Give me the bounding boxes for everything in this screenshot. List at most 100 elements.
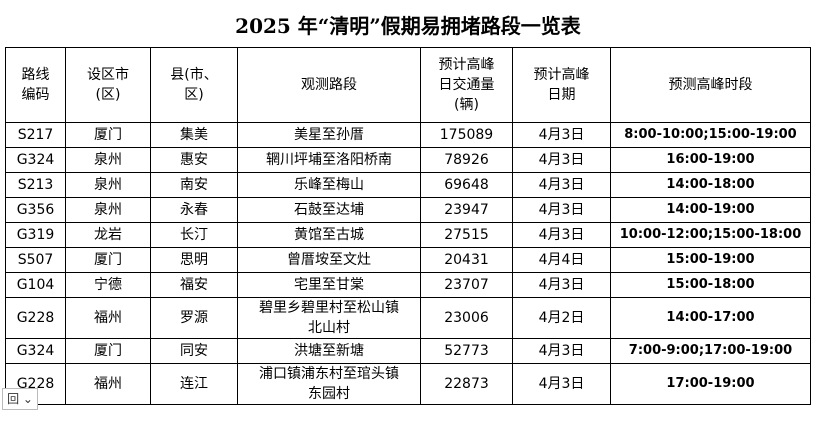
cell: 辋川坪埔至洛阳桥南 bbox=[237, 147, 421, 173]
cell: 南安 bbox=[150, 172, 238, 198]
cell: 16:00-19:00 bbox=[610, 147, 811, 173]
cell: 龙岩 bbox=[65, 222, 151, 248]
cell-text: 黄馆至古城 bbox=[294, 227, 364, 243]
cell: 4月4日 bbox=[512, 247, 611, 273]
row: G228 福州 连江 浦口镇浦东村至琯头镇东园村 22873 4月3日 17:00-19:0… bbox=[5, 363, 811, 405]
header-cell: 设区市 (区) bbox=[65, 47, 151, 123]
cell: 曾厝垵至文灶 bbox=[237, 247, 421, 273]
header-cell: 预计高峰 日交通量 (辆) bbox=[420, 47, 513, 123]
cell: S217 bbox=[5, 122, 66, 148]
cell: 4月3日 bbox=[512, 338, 611, 364]
cell: 23947 bbox=[420, 197, 513, 223]
row: S213 泉州 南安 乐峰至梅山 69648 4月3日 14:00-18:00 bbox=[5, 172, 811, 198]
cell-text: 曾厝垵至文灶 bbox=[287, 252, 371, 268]
row: S507 厦门 思明 曾厝垵至文灶 20431 4月4日 15:00-19:00 bbox=[5, 247, 811, 273]
cell: 20431 bbox=[420, 247, 513, 273]
cell: 52773 bbox=[420, 338, 513, 364]
row: G324 泉州 惠安 辋川坪埔至洛阳桥南 78926 4月3日 16:00-19:00 bbox=[5, 147, 811, 173]
header-cell: 预测高峰时段 bbox=[610, 47, 811, 123]
cell: S213 bbox=[5, 172, 66, 198]
header-cell: 路线 编码 bbox=[5, 47, 66, 123]
cell: G228 bbox=[5, 297, 66, 339]
cell: 碧里乡碧里村至松山镇北山村 bbox=[237, 297, 421, 339]
cell-text: 美星至孙厝 bbox=[294, 127, 364, 143]
cell-text: 乐峰至梅山 bbox=[294, 177, 364, 193]
cell: G104 bbox=[5, 272, 66, 298]
cell: G319 bbox=[5, 222, 66, 248]
cell-text: 洪塘至新塘 bbox=[294, 343, 364, 359]
cell: 连江 bbox=[150, 363, 238, 405]
cell: 10:00-12:00;15:00-18:00 bbox=[610, 222, 811, 248]
header-cell: 预计高峰 日期 bbox=[512, 47, 611, 123]
cell: 4月3日 bbox=[512, 172, 611, 198]
cell: 23006 bbox=[420, 297, 513, 339]
cell: 黄馆至古城 bbox=[237, 222, 421, 248]
cell: 4月3日 bbox=[512, 147, 611, 173]
row: G104 宁德 福安 宅里至甘棠 23707 4月3日 15:00-18:00 bbox=[5, 272, 811, 298]
cell: 思明 bbox=[150, 247, 238, 273]
cell: 14:00-17:00 bbox=[610, 297, 811, 339]
cell-text: 碧里乡碧里村至松山镇北山村 bbox=[259, 300, 399, 336]
cell: S507 bbox=[5, 247, 66, 273]
cell: 4月3日 bbox=[512, 197, 611, 223]
cell: 27515 bbox=[420, 222, 513, 248]
cell: 69648 bbox=[420, 172, 513, 198]
title: 2025 年“清明”假期易拥堵路段一览表 bbox=[235, 14, 581, 38]
cell: G324 bbox=[5, 338, 66, 364]
cell: 8:00-10:00;15:00-19:00 bbox=[610, 122, 811, 148]
cell: 15:00-19:00 bbox=[610, 247, 811, 273]
cell: 4月3日 bbox=[512, 122, 611, 148]
header-cell: 县(市、 区) bbox=[150, 47, 238, 123]
cell: 福州 bbox=[65, 363, 151, 405]
cell: 乐峰至梅山 bbox=[237, 172, 421, 198]
overlay-icon[interactable]: 回 ⌄ bbox=[2, 388, 38, 410]
cell: 泉州 bbox=[65, 172, 151, 198]
cell: 厦门 bbox=[65, 122, 151, 148]
cell: 石鼓至达埔 bbox=[237, 197, 421, 223]
row: G324 厦门 同安 洪塘至新塘 52773 4月3日 7:00-9:00;17:00-19… bbox=[5, 338, 811, 364]
table: 路线 编码 设区市 (区) 县(市、 区) 观测路段 预计高峰 日交通量 (辆) 预计高峰… bbox=[5, 47, 811, 405]
cell: 23707 bbox=[420, 272, 513, 298]
cell: 集美 bbox=[150, 122, 238, 148]
cell: 14:00-19:00 bbox=[610, 197, 811, 223]
cell: G324 bbox=[5, 147, 66, 173]
cell: 罗源 bbox=[150, 297, 238, 339]
cell: 175089 bbox=[420, 122, 513, 148]
cell: 4月3日 bbox=[512, 272, 611, 298]
cell: 4月3日 bbox=[512, 222, 611, 248]
cell-text: 宅里至甘棠 bbox=[294, 277, 364, 293]
cell-text: 辋川坪埔至洛阳桥南 bbox=[266, 152, 392, 168]
cell: 宁德 bbox=[65, 272, 151, 298]
cell: 14:00-18:00 bbox=[610, 172, 811, 198]
row: G319 龙岩 长汀 黄馆至古城 27515 4月3日 10:00-12:00;15:00-… bbox=[5, 222, 811, 248]
row: S217 厦门 集美 美星至孙厝 175089 4月3日 8:00-10:00;15:00-… bbox=[5, 122, 811, 148]
cell: 15:00-18:00 bbox=[610, 272, 811, 298]
cell-text: 石鼓至达埔 bbox=[294, 202, 364, 218]
header-row: 路线 编码 设区市 (区) 县(市、 区) 观测路段 预计高峰 日交通量 (辆) 预计高峰… bbox=[5, 47, 811, 123]
cell: 福州 bbox=[65, 297, 151, 339]
header-cell: 观测路段 bbox=[237, 47, 421, 123]
cell-text: 浦口镇浦东村至琯头镇东园村 bbox=[259, 366, 399, 402]
cell: 4月3日 bbox=[512, 363, 611, 405]
cell: G356 bbox=[5, 197, 66, 223]
cell: 洪塘至新塘 bbox=[237, 338, 421, 364]
cell: 7:00-9:00;17:00-19:00 bbox=[610, 338, 811, 364]
cell: 4月2日 bbox=[512, 297, 611, 339]
row: G228 福州 罗源 碧里乡碧里村至松山镇北山村 23006 4月2日 14:00-17:0… bbox=[5, 297, 811, 339]
cell: 永春 bbox=[150, 197, 238, 223]
cell: 浦口镇浦东村至琯头镇东园村 bbox=[237, 363, 421, 405]
cell: 惠安 bbox=[150, 147, 238, 173]
cell: 泉州 bbox=[65, 147, 151, 173]
cell: 美星至孙厝 bbox=[237, 122, 421, 148]
row: G356 泉州 永春 石鼓至达埔 23947 4月3日 14:00-19:00 bbox=[5, 197, 811, 223]
cell: 厦门 bbox=[65, 247, 151, 273]
cell: 同安 bbox=[150, 338, 238, 364]
cell: 22873 bbox=[420, 363, 513, 405]
cell: 福安 bbox=[150, 272, 238, 298]
cell: 长汀 bbox=[150, 222, 238, 248]
cell: 宅里至甘棠 bbox=[237, 272, 421, 298]
cell: 78926 bbox=[420, 147, 513, 173]
cell: 泉州 bbox=[65, 197, 151, 223]
cell: 17:00-19:00 bbox=[610, 363, 811, 405]
